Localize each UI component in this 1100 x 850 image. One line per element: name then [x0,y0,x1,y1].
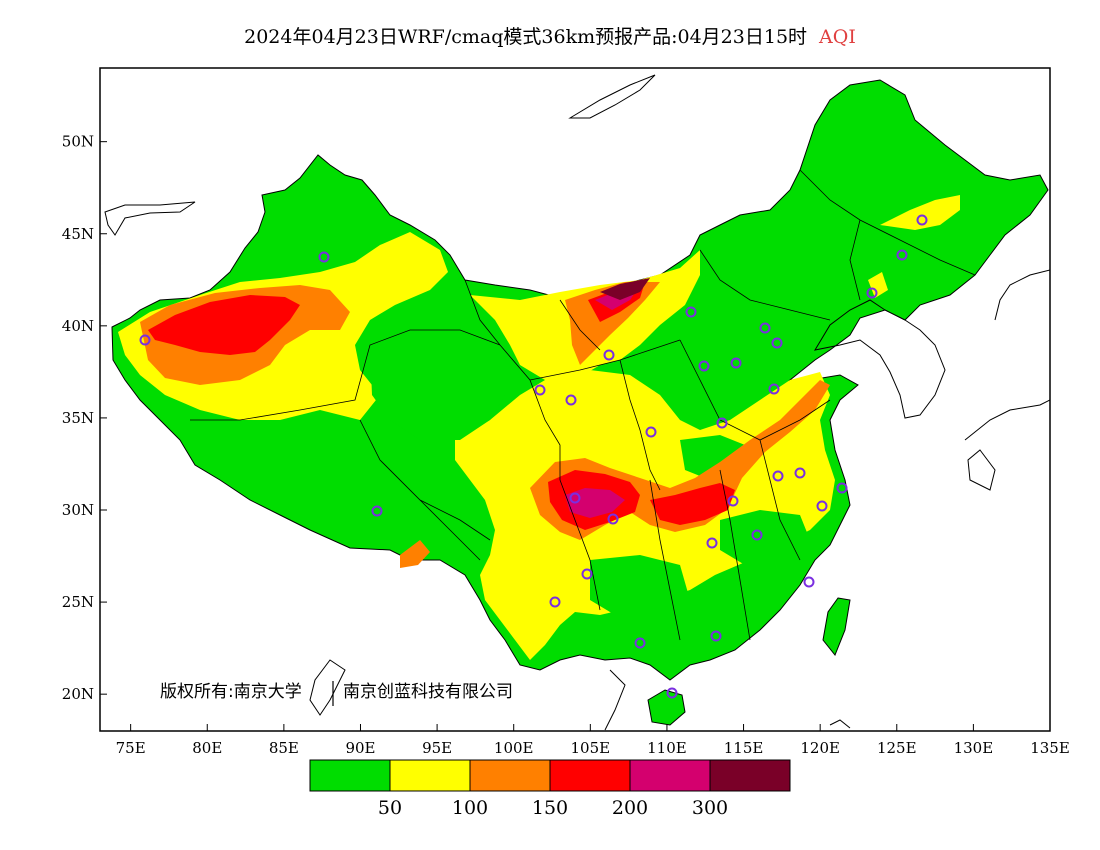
lon-tick-label: 120E [800,739,840,757]
hainan-island [647,689,686,726]
lon-tick-label: 95E [422,739,452,757]
lat-tick-label: 40N [62,317,94,335]
legend-label: 50 [378,797,402,819]
aqi-zones-maroon [600,278,650,300]
lon-tick-label: 110E [647,739,687,757]
lat-tick-label: 30N [62,501,94,519]
title-main: 2024年04月23日WRF/cmaq模式36km预报产品:04月23日15时 [244,26,808,48]
lat-tick-label: 35N [62,409,94,427]
lat-tick-label: 45N [62,225,94,243]
lat-tick-label: 20N [62,685,94,703]
legend-swatch-2 [389,759,471,792]
lon-tick-label: 90E [345,739,375,757]
legend-swatch-6 [709,759,791,792]
latitude-axis: 20N 25N 30N 35N 40N 45N 50N [62,133,107,703]
province-boundaries [190,169,976,641]
copyright-part2: 南京创蓝科技有限公司 [343,682,513,702]
lon-tick-label: 125E [877,739,917,757]
legend-label: 300 [692,797,728,819]
lat-tick-label: 25N [62,593,94,611]
legend-label: 200 [612,797,648,819]
lon-tick-label: 105E [571,739,611,757]
lon-tick-label: 130E [954,739,994,757]
legend-swatch-5 [629,759,711,792]
map-content: 版权所有:南京大学 南京创蓝科技有限公司 [104,74,1050,731]
longitude-axis: 75E 80E 85E 90E 95E 100E 105E 110E 115E 120E 125E 1… [116,724,1070,757]
coastlines [104,74,1050,731]
title-variable: AQI [819,26,856,48]
aqi-zones-green-inner [370,320,810,615]
legend-label: 100 [452,797,488,819]
lat-tick-label: 50N [62,133,94,151]
map-title: 2024年04月23日WRF/cmaq模式36km预报产品:04月23日15时 A… [0,22,1100,49]
lon-tick-label: 135E [1030,739,1070,757]
legend-label: 150 [532,797,568,819]
map-frame [99,67,1051,732]
legend-swatch-1 [309,759,391,792]
lon-tick-label: 85E [269,739,299,757]
lon-tick-label: 115E [724,739,764,757]
legend-swatch-3 [469,759,551,792]
lon-tick-label: 80E [192,739,222,757]
aqi-legend: 50 100 150 200 300 [309,759,791,819]
lon-tick-label: 75E [116,739,146,757]
legend-swatch-4 [549,759,631,792]
taiwan-island [822,597,851,656]
lon-tick-label: 100E [494,739,534,757]
copyright-part1: 版权所有:南京大学 [160,682,302,702]
city-stations [139,214,928,699]
